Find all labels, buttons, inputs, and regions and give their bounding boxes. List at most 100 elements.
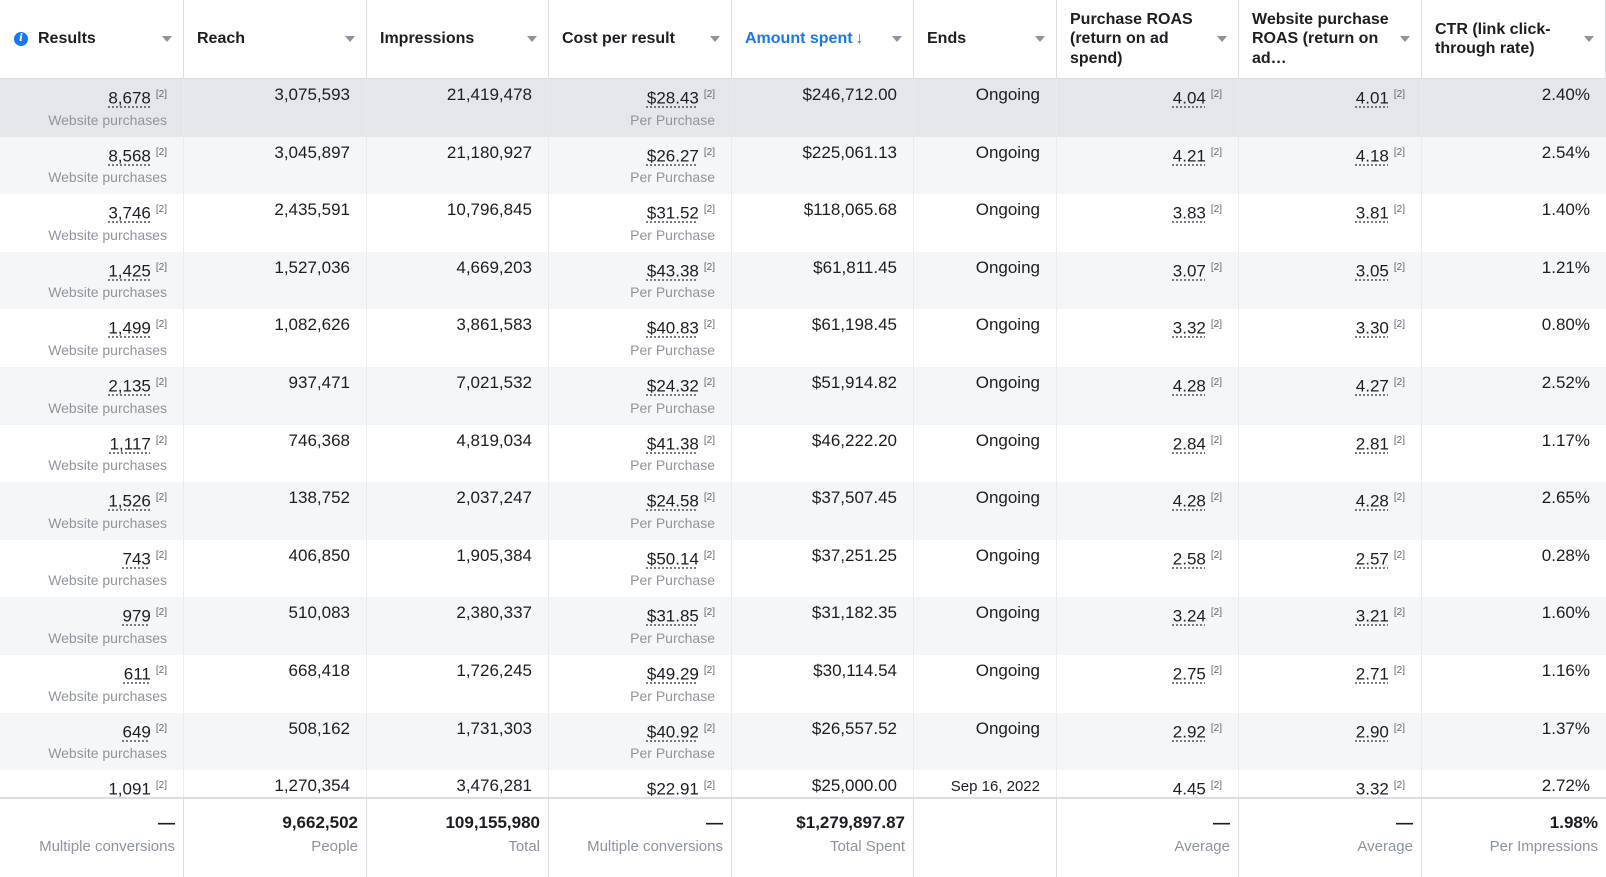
column-header-results[interactable]: i Results	[0, 0, 184, 78]
roas-value[interactable]: 4.04	[1172, 88, 1206, 108]
table-row[interactable]: 8,678 [2] Website purchases 3,075,593 21,419…	[0, 79, 1606, 137]
footnote-marker[interactable]: [2]	[703, 549, 715, 561]
chevron-down-icon[interactable]	[1584, 36, 1594, 42]
cost-value[interactable]: $26.27	[646, 146, 699, 166]
footnote-marker[interactable]: [2]	[1393, 492, 1405, 504]
footnote-marker[interactable]: [2]	[155, 89, 167, 100]
website-roas-value[interactable]: 3.05	[1355, 261, 1389, 281]
column-header-amount-spent[interactable]: Amount spent ↓	[732, 0, 914, 78]
roas-value[interactable]: 2.75	[1172, 664, 1206, 684]
website-roas-value[interactable]: 3.32	[1355, 779, 1389, 797]
footnote-marker[interactable]: [2]	[703, 780, 715, 792]
footnote-marker[interactable]: [2]	[155, 492, 167, 504]
cost-value[interactable]: $40.83	[646, 319, 699, 339]
footnote-marker[interactable]: [2]	[155, 549, 167, 561]
results-value[interactable]: 1,425	[108, 261, 151, 281]
footnote-marker[interactable]: [2]	[703, 664, 715, 676]
table-row[interactable]: 1,425 [2] Website purchases 1,527,036 4,669,…	[0, 251, 1606, 310]
results-value[interactable]: 979	[122, 607, 151, 626]
footnote-marker[interactable]: [2]	[703, 146, 715, 158]
footnote-marker[interactable]: [2]	[703, 434, 715, 446]
results-value[interactable]: 1,499	[108, 319, 151, 339]
roas-value[interactable]: 4.28	[1172, 376, 1206, 396]
table-row[interactable]: 8,568 [2] Website purchases 3,045,897 21,180…	[0, 136, 1606, 195]
cost-value[interactable]: $22.91	[646, 779, 699, 797]
footnote-marker[interactable]: [2]	[1210, 146, 1222, 158]
website-roas-value[interactable]: 4.18	[1355, 146, 1389, 166]
footnote-marker[interactable]: [2]	[1393, 434, 1405, 446]
website-roas-value[interactable]: 4.27	[1355, 376, 1389, 396]
footnote-marker[interactable]: [2]	[155, 204, 167, 216]
footnote-marker[interactable]: [2]	[703, 261, 715, 273]
results-value[interactable]: 649	[122, 722, 151, 742]
cost-value[interactable]: $31.85	[646, 607, 699, 626]
table-row[interactable]: 3,746 [2] Website purchases 2,435,591 10,796…	[0, 194, 1606, 252]
roas-value[interactable]: 4.28	[1172, 491, 1206, 511]
cost-value[interactable]: $50.14	[646, 549, 699, 569]
footnote-marker[interactable]: [2]	[703, 722, 715, 734]
results-value[interactable]: 2,135	[108, 376, 151, 396]
chevron-down-icon[interactable]	[345, 36, 355, 42]
cost-value[interactable]: $24.32	[646, 376, 699, 396]
footnote-marker[interactable]: [2]	[1393, 376, 1405, 388]
results-value[interactable]: 1,091	[108, 779, 151, 797]
roas-value[interactable]: 4.21	[1172, 146, 1206, 166]
footnote-marker[interactable]: [2]	[1393, 89, 1405, 100]
footnote-marker[interactable]: [2]	[1210, 780, 1222, 792]
footnote-marker[interactable]: [2]	[703, 492, 715, 504]
footnote-marker[interactable]: [2]	[703, 376, 715, 388]
results-value[interactable]: 3,746	[108, 203, 151, 223]
column-header-ctr[interactable]: CTR (link click-through rate)	[1422, 0, 1606, 78]
footnote-marker[interactable]: [2]	[1393, 664, 1405, 676]
table-row[interactable]: 1,117 [2] Website purchases 746,368 4,819,03…	[0, 424, 1606, 483]
chevron-down-icon[interactable]	[1400, 36, 1410, 42]
roas-value[interactable]: 3.24	[1172, 607, 1206, 626]
footnote-marker[interactable]: [2]	[1393, 780, 1405, 792]
column-header-purchase-roas[interactable]: Purchase ROAS (return on ad spend)	[1057, 0, 1239, 78]
footnote-marker[interactable]: [2]	[1393, 204, 1405, 216]
footnote-marker[interactable]: [2]	[703, 319, 715, 331]
chevron-down-icon[interactable]	[892, 36, 902, 42]
results-value[interactable]: 8,678	[108, 88, 151, 108]
column-header-reach[interactable]: Reach	[184, 0, 367, 78]
footnote-marker[interactable]: [2]	[1210, 261, 1222, 273]
roas-value[interactable]: 3.83	[1172, 203, 1206, 223]
footnote-marker[interactable]: [2]	[155, 261, 167, 273]
column-header-cost-per-result[interactable]: Cost per result	[549, 0, 732, 78]
footnote-marker[interactable]: [2]	[1210, 89, 1222, 100]
footnote-marker[interactable]: [2]	[1393, 549, 1405, 561]
footnote-marker[interactable]: [2]	[703, 607, 715, 619]
results-value[interactable]: 611	[123, 664, 151, 684]
website-roas-value[interactable]: 2.71	[1355, 664, 1389, 684]
roas-value[interactable]: 2.84	[1172, 434, 1206, 454]
chevron-down-icon[interactable]	[1217, 36, 1227, 42]
footnote-marker[interactable]: [2]	[155, 146, 167, 158]
footnote-marker[interactable]: [2]	[1210, 607, 1222, 619]
footnote-marker[interactable]: [2]	[155, 319, 167, 331]
cost-value[interactable]: $28.43	[646, 88, 699, 108]
roas-value[interactable]: 4.45	[1172, 779, 1206, 797]
cost-value[interactable]: $31.52	[646, 203, 699, 223]
table-row[interactable]: 611 [2] Website purchases 668,418 1,726,245 $…	[0, 654, 1606, 713]
cost-value[interactable]: $24.58	[646, 491, 699, 511]
website-roas-value[interactable]: 2.57	[1355, 549, 1389, 569]
footnote-marker[interactable]: [2]	[1210, 434, 1222, 446]
roas-value[interactable]: 2.58	[1172, 549, 1206, 569]
table-row[interactable]: 1,091[2]Website purchases1,270,3543,476,…	[0, 770, 1606, 797]
results-value[interactable]: 1,117	[109, 434, 151, 454]
footnote-marker[interactable]: [2]	[1210, 492, 1222, 504]
website-roas-value[interactable]: 4.01	[1355, 88, 1389, 108]
footnote-marker[interactable]: [2]	[155, 722, 167, 734]
table-row[interactable]: 743 [2] Website purchases 406,850 1,905,384 $…	[0, 539, 1606, 598]
footnote-marker[interactable]: [2]	[155, 664, 167, 676]
website-roas-value[interactable]: 3.81	[1355, 203, 1389, 223]
roas-value[interactable]: 2.92	[1172, 722, 1206, 742]
website-roas-value[interactable]: 2.90	[1355, 722, 1389, 742]
website-roas-value[interactable]: 3.21	[1355, 607, 1389, 626]
footnote-marker[interactable]: [2]	[155, 434, 167, 446]
footnote-marker[interactable]: [2]	[155, 607, 167, 619]
chevron-down-icon[interactable]	[710, 36, 720, 42]
results-value[interactable]: 743	[122, 549, 151, 569]
roas-value[interactable]: 3.07	[1172, 261, 1206, 281]
footnote-marker[interactable]: [2]	[1210, 549, 1222, 561]
